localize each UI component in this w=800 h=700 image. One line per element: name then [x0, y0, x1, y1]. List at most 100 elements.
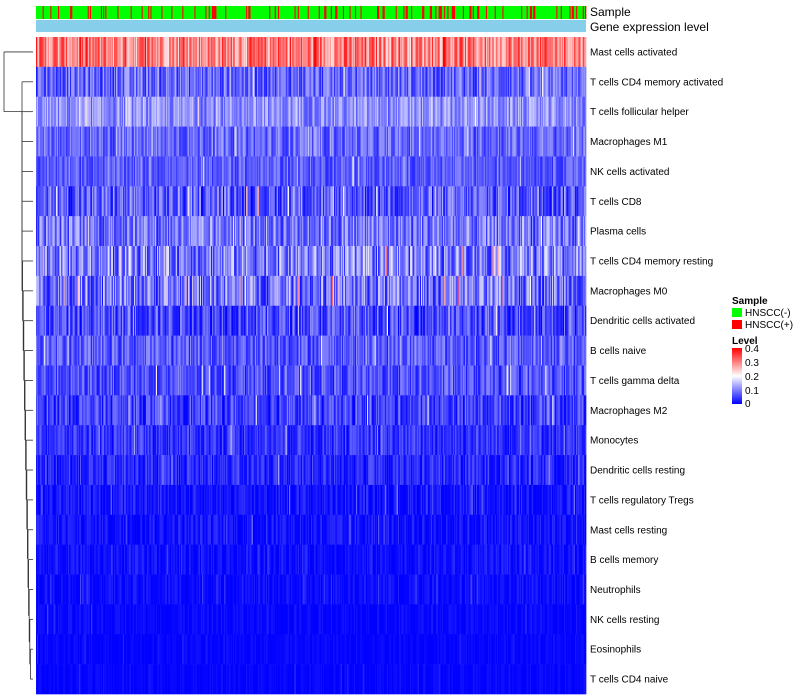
heatmap-cell — [538, 96, 541, 127]
heatmap-cell — [188, 275, 191, 307]
heatmap-cell — [149, 186, 151, 217]
heatmap-cell — [169, 246, 171, 277]
heatmap-cell — [551, 96, 554, 127]
heatmap-cell — [307, 186, 310, 217]
heatmap-cell — [184, 37, 186, 68]
heatmap-cell — [159, 66, 161, 98]
heatmap-cell — [165, 246, 168, 277]
heatmap-cell — [226, 216, 228, 247]
heatmap-cell — [320, 126, 323, 157]
heatmap-cell — [443, 156, 445, 187]
heatmap-cell — [487, 156, 489, 187]
heatmap-cell — [536, 96, 538, 127]
heatmap-cell — [210, 275, 213, 307]
heatmap-cell — [39, 37, 41, 68]
heatmap-cell — [394, 275, 397, 307]
heatmap-cell — [584, 37, 587, 68]
heatmap-cell — [105, 96, 107, 127]
sample-cell — [130, 6, 133, 19]
heatmap-cell — [402, 96, 404, 127]
heatmap-cell — [186, 216, 189, 247]
heatmap-cell — [257, 246, 259, 277]
heatmap-cell — [344, 156, 346, 187]
heatmap-cell — [357, 246, 359, 277]
heatmap-cell — [378, 66, 380, 98]
heatmap-cell — [503, 126, 505, 157]
heatmap-cell — [405, 156, 408, 187]
heatmap-cell — [460, 37, 463, 68]
heatmap-cell — [493, 96, 496, 127]
heatmap-cell — [269, 156, 271, 187]
sample-cell — [491, 6, 493, 19]
heatmap-cell — [141, 275, 144, 307]
heatmap-cell — [168, 246, 170, 277]
heatmap-cell — [262, 186, 265, 217]
heatmap-cell — [61, 66, 63, 98]
heatmap-cell — [479, 275, 481, 307]
heatmap-cell — [133, 186, 136, 217]
heatmap-cell — [567, 186, 569, 217]
heatmap-cell — [283, 275, 285, 307]
heatmap-cell — [510, 186, 512, 217]
heatmap-cell — [406, 216, 409, 247]
heatmap-cell — [242, 186, 245, 217]
sample-cell — [434, 6, 436, 19]
sample-cell — [393, 6, 395, 19]
heatmap-cell — [85, 66, 87, 98]
heatmap-cell — [491, 186, 493, 217]
heatmap-cell — [187, 275, 190, 307]
heatmap-cell — [203, 96, 205, 127]
heatmap-cell — [481, 246, 483, 277]
heatmap-cell — [260, 96, 262, 127]
heatmap-cell — [180, 126, 182, 157]
heatmap-cell — [359, 66, 361, 98]
heatmap-cell — [314, 275, 316, 307]
heatmap-cell — [466, 156, 468, 187]
heatmap-cell — [275, 246, 278, 277]
heatmap-cell — [195, 216, 197, 247]
heatmap-cell — [501, 126, 503, 157]
heatmap-cell — [195, 275, 197, 307]
heatmap-cell — [410, 156, 412, 187]
heatmap-cell — [175, 96, 178, 127]
sample-cell — [209, 6, 212, 19]
heatmap-cell — [466, 186, 468, 217]
heatmap-cell — [259, 126, 261, 157]
heatmap-cell — [67, 216, 70, 247]
heatmap-cell — [260, 126, 262, 157]
heatmap-cell — [339, 275, 342, 307]
heatmap-cell — [582, 126, 585, 157]
heatmap-cell — [489, 37, 491, 68]
heatmap-cell — [243, 246, 246, 277]
heatmap-cell — [45, 156, 48, 187]
heatmap-cell — [379, 275, 381, 307]
heatmap-cell — [518, 126, 521, 157]
heatmap-cell — [570, 156, 573, 187]
heatmap-cell — [317, 275, 320, 307]
sample-cell — [241, 6, 244, 19]
heatmap-cell — [535, 246, 537, 277]
heatmap-cell — [70, 37, 72, 68]
heatmap-cell — [482, 37, 485, 68]
heatmap-cell — [488, 156, 490, 187]
heatmap-cell — [219, 126, 222, 157]
heatmap-cell — [37, 37, 39, 68]
heatmap-cell — [65, 66, 68, 98]
heatmap-cell — [544, 126, 546, 157]
heatmap-cell — [55, 275, 58, 307]
heatmap-cell — [138, 96, 140, 127]
heatmap-cell — [139, 186, 141, 217]
sample-cell — [466, 6, 468, 19]
heatmap-cell — [141, 156, 144, 187]
sample-cell — [228, 6, 230, 19]
sample-cell — [518, 6, 521, 19]
heatmap-cell — [206, 246, 208, 277]
heatmap-cell — [307, 37, 310, 68]
heatmap-cell — [375, 275, 378, 307]
heatmap-cell — [229, 216, 232, 247]
heatmap-cell — [148, 66, 150, 98]
heatmap-cell — [150, 186, 152, 217]
heatmap-cell — [394, 216, 397, 247]
heatmap-cell — [168, 216, 170, 247]
heatmap-cell — [102, 126, 104, 157]
